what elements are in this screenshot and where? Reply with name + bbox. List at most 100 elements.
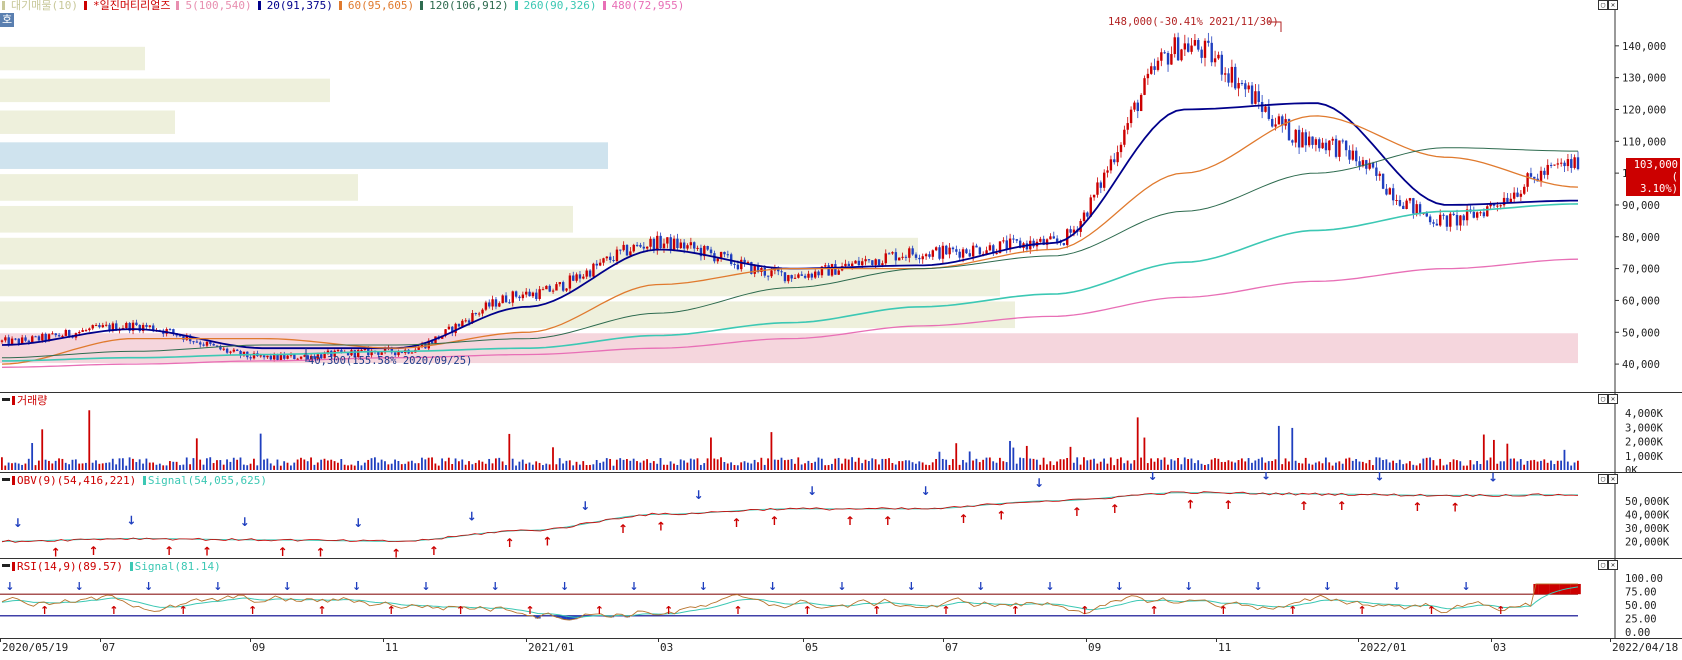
volume-bar [478,460,480,470]
candle-body [1553,164,1556,166]
rsi-overbought-fill [1538,583,1545,595]
candle-body [380,352,383,355]
volume-bar [1200,463,1203,470]
volume-bar [908,460,911,470]
candle-body [4,337,7,341]
volume-bar [773,459,776,470]
candle-body [1102,172,1106,188]
candle-body [168,329,172,331]
candle-body [98,325,101,328]
candle-body [1465,209,1469,221]
candle-body [64,329,68,336]
candle-body [24,337,27,341]
volume-chart[interactable]: 4,000K 3,000K 2,000K 1,000K 0K [0,392,1682,472]
volume-title: 거래량 [2,394,47,408]
candle-body [51,333,54,335]
candle-body [34,336,37,338]
panel-close-button[interactable]: ✕ [1608,0,1618,10]
volume-bar [337,462,339,470]
rsi-max-button[interactable]: ▢ [1598,560,1608,570]
candle-body [1529,173,1533,177]
rsi-buy-arrow: ↑ [179,604,188,617]
volume-bar [468,461,470,470]
volume-bar [1086,460,1089,470]
volume-bar [387,464,390,470]
obv-buy-arrow: ↑ [277,545,287,558]
rsi-panel[interactable]: 100.00 75.00 50.00 25.00 0.00 ↓ ↑ ↓ ↑ ↓ ↑ ↓ ↑ ↓ ↑ ↓ ↑ ↓ ↑ ↓… [0,558,1682,639]
volume-bar [1210,459,1213,470]
candle-body [844,263,847,267]
volume-bar [928,465,931,470]
rsi-buy-arrow: ↑ [40,604,49,617]
volume-bar [24,463,27,470]
volume-bar [511,458,514,470]
volume-bar [58,458,60,470]
obv-panel[interactable]: 50,000K 40,000K 30,000K 20,000K ↓ ↑ ↑ ↓ ↑ ↑ ↓ ↑ ↑ ↓ ↑ ↑… [0,472,1682,559]
candle-body [525,291,528,295]
candle-body [1244,83,1247,90]
volume-bar [878,464,880,470]
candle-body [837,270,840,275]
obv-buy-arrow: ↑ [1412,500,1422,514]
date-label: 07 [102,641,116,654]
volume-close-button[interactable]: ✕ [1608,394,1618,404]
candle-body [293,354,296,360]
obv-tick-label: 40,000K [1625,509,1670,521]
volume-bar [1072,462,1075,470]
volume-bar [999,457,1001,470]
rsi-overbought-fill [1575,583,1581,595]
volume-bar [279,465,282,470]
volume-bar [538,462,541,470]
obv-buy-arrow: ↑ [1185,498,1195,512]
volume-bar [1449,462,1452,470]
volume-bar [673,463,675,470]
rsi-sell-arrow: ↓ [421,580,430,593]
rsi-buy-arrow: ↑ [1357,604,1366,617]
volume-bar [599,462,601,470]
candle-body [693,242,696,249]
candle-body [27,340,31,343]
rsi-buy-arrow: ↑ [733,604,742,617]
volume-bar [1298,462,1300,470]
volume-bar [904,460,907,470]
candle-body [477,313,481,315]
price-chart[interactable]: 140,000130,000120,000110,000100,00090,00… [0,0,1682,392]
candle-body [78,331,81,334]
volume-bar [857,457,860,470]
candle-body [622,244,625,251]
volume-bar [1076,457,1079,470]
obv-close-button[interactable]: ✕ [1608,474,1618,484]
volume-bar [41,429,44,470]
volume-bar [1,457,3,470]
rsi-oversold-fill [556,615,562,618]
candle-body [958,251,961,258]
candle-body [1452,213,1455,215]
volume-bar [421,457,423,470]
volume-bar [1368,459,1371,470]
volume-bar [1469,460,1472,470]
candle-body [699,247,703,257]
candle-body [17,338,21,344]
volume-bar [273,465,275,470]
panel-max-button[interactable]: ▢ [1598,0,1608,10]
obv-max-button[interactable]: ▢ [1598,474,1608,484]
volume-bar [444,461,447,470]
volume-bar [1338,461,1341,470]
candle-body [145,324,148,327]
price-panel[interactable]: 140,000130,000120,000110,000100,00090,00… [0,0,1682,393]
volume-bar [236,459,239,470]
rsi-sell-arrow: ↓ [283,580,292,593]
volume-max-button[interactable]: ▢ [1598,394,1608,404]
volume-panel[interactable]: 4,000K 3,000K 2,000K 1,000K 0K 거래량 ▢ ✕ [0,392,1682,473]
candle-body [1267,106,1271,119]
rsi-close-button[interactable]: ✕ [1608,560,1618,570]
candle-body [88,328,91,331]
volume-bar [733,465,736,470]
volume-bar [434,463,437,470]
candle-body [1395,199,1398,201]
volume-bar [1123,463,1126,470]
volume-bar [1577,460,1579,470]
obv-tick-label: 20,000K [1625,536,1670,548]
